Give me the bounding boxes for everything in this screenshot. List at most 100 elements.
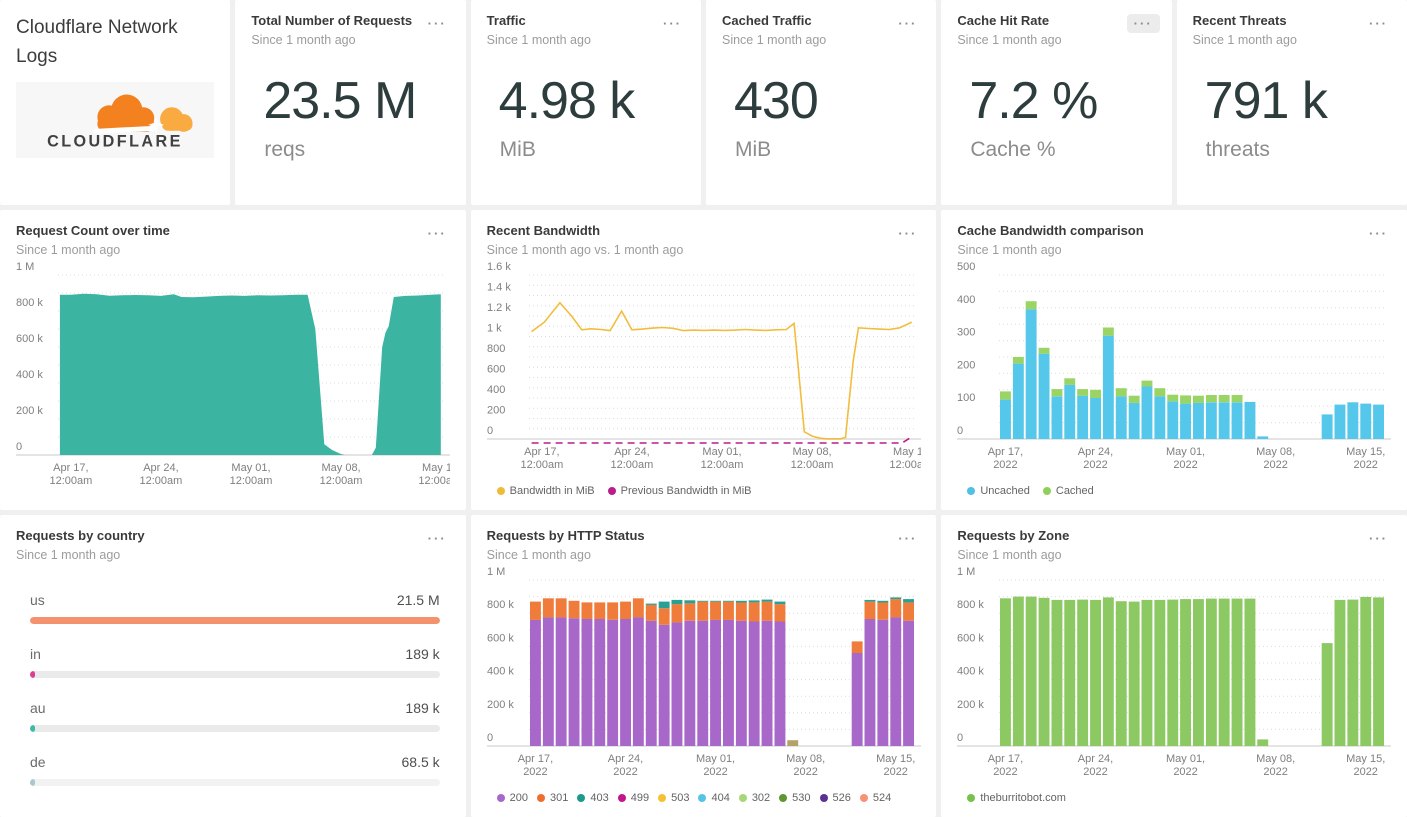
panel-subtitle: Since 1 month ago: [251, 33, 356, 48]
requests-by-country-list: us 21.5 M in 189 k au 189 k de 68.5 k: [16, 592, 450, 787]
panel-title: Cache Bandwidth comparison: [957, 223, 1144, 238]
svg-text:0: 0: [16, 441, 22, 453]
legend-item[interactable]: 524: [859, 792, 891, 804]
svg-text:12:00am: 12:00am: [140, 475, 183, 487]
country-value: 68.5 k: [401, 754, 440, 771]
legend-item[interactable]: 526: [819, 792, 851, 805]
legend-item[interactable]: 302: [738, 792, 770, 804]
svg-text:0: 0: [957, 425, 963, 437]
svg-text:1 M: 1 M: [16, 261, 34, 273]
cloudflare-wordmark: CLOUDFLARE: [47, 132, 183, 150]
svg-text:Apr 24,: Apr 24,: [607, 753, 642, 765]
svg-text:400 k: 400 k: [957, 666, 984, 678]
legend-item[interactable]: 200: [496, 792, 529, 805]
svg-text:2022: 2022: [1084, 459, 1108, 471]
legend-dot-icon: [617, 794, 626, 803]
cache-bandwidth-legend: Uncached Cached: [967, 485, 1391, 497]
panel-menu-button[interactable]: ···: [898, 226, 918, 241]
panel-cached-traffic: Cached Traffic Since 1 month ago ··· 430…: [705, 0, 937, 205]
panel-menu-button[interactable]: ···: [427, 226, 447, 241]
svg-text:May 01,: May 01,: [696, 753, 735, 765]
kpi-unit: threats: [1205, 138, 1270, 162]
legend-item[interactable]: Cached: [1042, 485, 1094, 497]
panel-menu-button[interactable]: ···: [898, 531, 918, 546]
svg-text:2022: 2022: [994, 459, 1018, 471]
svg-text:0: 0: [487, 425, 493, 437]
legend-label: Previous Bandwidth in MiB: [620, 485, 752, 498]
panel-request-count: Request Count over time Since 1 month ag…: [0, 210, 466, 510]
panel-menu-button[interactable]: ···: [1368, 226, 1388, 241]
panel-menu-button[interactable]: ···: [1126, 14, 1160, 33]
svg-text:Apr 17,: Apr 17,: [517, 753, 552, 765]
kpi-value: 4.98 k: [498, 72, 636, 131]
legend-dot-icon: [967, 487, 976, 496]
http-status-chart[interactable]: 1 M 800 k 600 k 400 k 200 k 0 Apr 17, 2022 Apr 2…: [486, 564, 921, 791]
legend-item[interactable]: 530: [779, 792, 811, 804]
svg-text:May 1: May 1: [422, 462, 450, 474]
legend-label: 526: [832, 792, 851, 805]
panel-subtitle: Since 1 month ago: [721, 33, 827, 48]
svg-text:100: 100: [957, 392, 975, 404]
panel-menu-button[interactable]: ···: [662, 16, 682, 31]
legend-item[interactable]: theburritobot.com: [967, 792, 1066, 804]
panel-requests-by-zone: Requests by Zone Since 1 month ago ··· 1…: [941, 515, 1407, 817]
svg-text:600 k: 600 k: [957, 633, 984, 645]
svg-text:May 01,: May 01,: [1166, 753, 1205, 765]
svg-text:2022: 2022: [883, 766, 907, 778]
country-label: in: [30, 646, 41, 663]
legend-label: 503: [671, 792, 690, 805]
legend-dot-icon: [496, 794, 505, 803]
legend-dot-icon: [738, 794, 747, 803]
country-bar-track: [30, 617, 440, 625]
legend-label: 301: [550, 792, 569, 805]
panel-title: Cache Hit Rate: [957, 13, 1050, 28]
legend-item[interactable]: 503: [658, 792, 689, 804]
svg-text:12:00am: 12:00am: [49, 475, 92, 487]
svg-text:0: 0: [957, 732, 963, 744]
panel-title: Requests by Zone: [957, 528, 1070, 543]
legend-item[interactable]: 403: [577, 792, 609, 805]
cache-bandwidth-chart[interactable]: 500 400 300 200 100 0 Apr 17, 2022 Apr 24, 2022 Ma…: [957, 259, 1392, 484]
svg-text:May 08,: May 08,: [321, 462, 360, 474]
panel-menu-button[interactable]: ···: [1368, 531, 1388, 546]
svg-text:300: 300: [957, 327, 975, 339]
svg-text:2022: 2022: [1264, 459, 1288, 471]
requests-by-zone-chart[interactable]: 1 M 800 k 600 k 400 k 200 k 0 Apr 17, 2022 Apr 2…: [957, 564, 1392, 791]
svg-text:12:00am: 12:00am: [520, 459, 563, 471]
panel-title: Recent Bandwidth: [486, 223, 601, 238]
svg-text:1.2 k: 1.2 k: [487, 302, 511, 314]
legend-item[interactable]: 499: [617, 792, 649, 804]
panel-subtitle: Since 1 month ago: [486, 33, 591, 48]
svg-text:2022: 2022: [1354, 766, 1378, 778]
legend-item[interactable]: 404: [698, 792, 730, 804]
request-count-chart[interactable]: 1 M 800 k 600 k 400 k 200 k 0 Apr 17, 12:00am Ap…: [16, 259, 453, 500]
svg-text:May 15,: May 15,: [876, 753, 915, 765]
svg-text:400 k: 400 k: [487, 666, 514, 678]
legend-label: 200: [509, 792, 529, 805]
svg-text:May 15,: May 15,: [1346, 446, 1385, 458]
svg-text:200 k: 200 k: [16, 405, 43, 417]
svg-text:200 k: 200 k: [487, 699, 514, 711]
legend-item[interactable]: 301: [537, 792, 568, 804]
panel-total-requests: Total Number of Requests Since 1 month a…: [235, 0, 466, 205]
svg-text:400: 400: [957, 294, 975, 306]
panel-traffic: Traffic Since 1 month ago ··· 4.98 k MiB: [470, 0, 701, 205]
legend-dot-icon: [819, 794, 828, 803]
legend-item[interactable]: Uncached: [967, 485, 1030, 497]
panel-menu-button[interactable]: ···: [1368, 16, 1388, 31]
legend-item[interactable]: Previous Bandwidth in MiB: [607, 485, 752, 498]
svg-text:12:00am: 12:00am: [610, 459, 653, 471]
svg-text:2022: 2022: [793, 766, 817, 778]
svg-text:May 15,: May 15,: [1346, 753, 1385, 765]
legend-item[interactable]: Bandwidth in MiB: [496, 485, 595, 497]
panel-menu-button[interactable]: ···: [427, 531, 447, 546]
svg-text:May 01,: May 01,: [702, 446, 741, 458]
panel-menu-button[interactable]: ···: [898, 16, 918, 31]
cloudflare-cloud-icon: [93, 94, 193, 134]
svg-text:200: 200: [957, 360, 975, 372]
panel-subtitle: Since 1 month ago vs. 1 month ago: [486, 243, 684, 258]
legend-label: 403: [590, 792, 609, 805]
panel-menu-button[interactable]: ···: [427, 16, 447, 31]
